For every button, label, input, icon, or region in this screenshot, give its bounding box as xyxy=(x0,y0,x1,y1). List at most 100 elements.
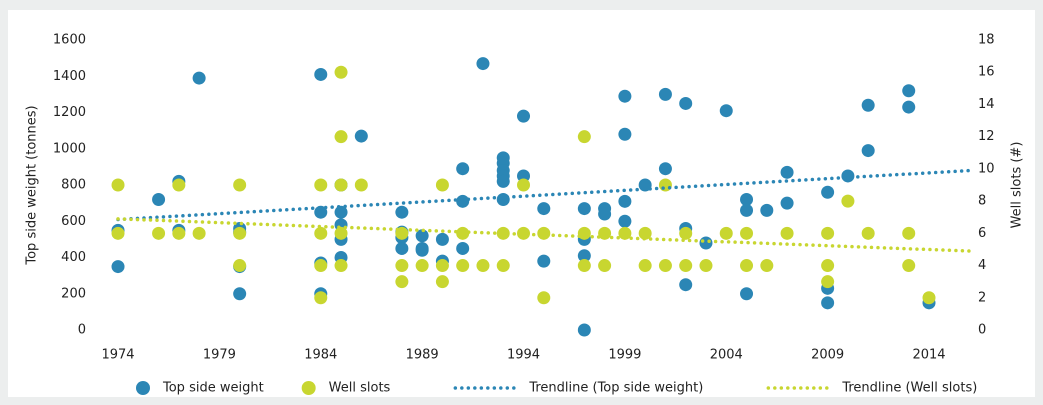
y-tick-label: 0 xyxy=(78,323,86,338)
point xyxy=(618,214,632,228)
point xyxy=(577,130,591,144)
y2-tick-label: 8 xyxy=(978,194,986,209)
point xyxy=(395,205,409,219)
y-tick-label: 1200 xyxy=(53,105,86,120)
point xyxy=(821,296,835,310)
x-tick-label: 1994 xyxy=(507,348,540,363)
panel xyxy=(8,10,1035,397)
y2-tick-label: 10 xyxy=(978,161,995,176)
point xyxy=(233,226,247,240)
x-tick-label: 1979 xyxy=(203,348,236,363)
point xyxy=(314,178,328,192)
point xyxy=(354,178,368,192)
point xyxy=(841,194,855,208)
point xyxy=(638,178,652,192)
point xyxy=(334,65,348,79)
point xyxy=(456,194,470,208)
point xyxy=(658,87,672,101)
point xyxy=(435,259,449,273)
y-tick-label: 1000 xyxy=(53,141,86,156)
legend-marker xyxy=(301,381,316,395)
point xyxy=(740,203,754,217)
point xyxy=(618,194,632,208)
point xyxy=(699,236,713,250)
point xyxy=(537,254,551,268)
point xyxy=(435,275,449,289)
y-tick-label: 200 xyxy=(61,286,86,301)
point xyxy=(354,129,368,143)
point xyxy=(334,226,348,240)
point xyxy=(861,144,875,158)
y-axis-title: Top side weight (tonnes) xyxy=(25,105,40,265)
point xyxy=(517,226,531,240)
point xyxy=(577,259,591,273)
point xyxy=(780,196,794,210)
point xyxy=(476,259,490,273)
x-tick-label: 2014 xyxy=(912,348,945,363)
point xyxy=(902,100,916,114)
point xyxy=(334,259,348,273)
point xyxy=(334,205,348,219)
point xyxy=(415,259,429,273)
point xyxy=(456,241,470,255)
point xyxy=(821,259,835,273)
point xyxy=(740,259,754,273)
point xyxy=(658,178,672,192)
point xyxy=(517,178,531,192)
point xyxy=(537,291,551,305)
point xyxy=(638,226,652,240)
point xyxy=(740,287,754,301)
point xyxy=(496,174,510,188)
x-tick-label: 2009 xyxy=(811,348,844,363)
point xyxy=(537,226,551,240)
y2-tick-label: 4 xyxy=(978,258,986,273)
point xyxy=(334,178,348,192)
point xyxy=(496,226,510,240)
y2-tick-label: 18 xyxy=(978,33,995,48)
point xyxy=(435,232,449,246)
point xyxy=(314,67,328,81)
y2-tick-label: 16 xyxy=(978,65,995,80)
point xyxy=(719,226,733,240)
point xyxy=(314,226,328,240)
point xyxy=(172,178,186,192)
point xyxy=(314,205,328,219)
point xyxy=(314,259,328,273)
point xyxy=(841,169,855,183)
point xyxy=(699,259,713,273)
point xyxy=(456,162,470,176)
point xyxy=(415,243,429,257)
point xyxy=(415,229,429,243)
y-tick-label: 1400 xyxy=(53,69,86,84)
point xyxy=(577,202,591,216)
point xyxy=(902,84,916,98)
legend-label: Trendline (Well slots) xyxy=(841,381,977,396)
x-tick-label: 1999 xyxy=(608,348,641,363)
point xyxy=(679,259,693,273)
point xyxy=(152,193,166,206)
point xyxy=(577,226,591,240)
x-tick-label: 1974 xyxy=(101,348,134,363)
point xyxy=(435,178,449,192)
point xyxy=(740,193,754,206)
y2-tick-label: 6 xyxy=(978,226,986,241)
point xyxy=(658,259,672,273)
point xyxy=(577,323,591,337)
point xyxy=(395,241,409,255)
point xyxy=(496,193,510,206)
point xyxy=(476,57,490,71)
point xyxy=(902,226,916,240)
point xyxy=(618,89,632,103)
y-tick-label: 800 xyxy=(61,178,86,193)
point xyxy=(598,207,612,221)
point xyxy=(517,169,531,183)
y2-tick-label: 12 xyxy=(978,129,995,144)
point xyxy=(902,259,916,273)
point xyxy=(740,226,754,240)
x-tick-label: 1989 xyxy=(406,348,439,363)
point xyxy=(922,291,936,305)
point xyxy=(456,259,470,273)
x-tick-label: 2004 xyxy=(710,348,743,363)
